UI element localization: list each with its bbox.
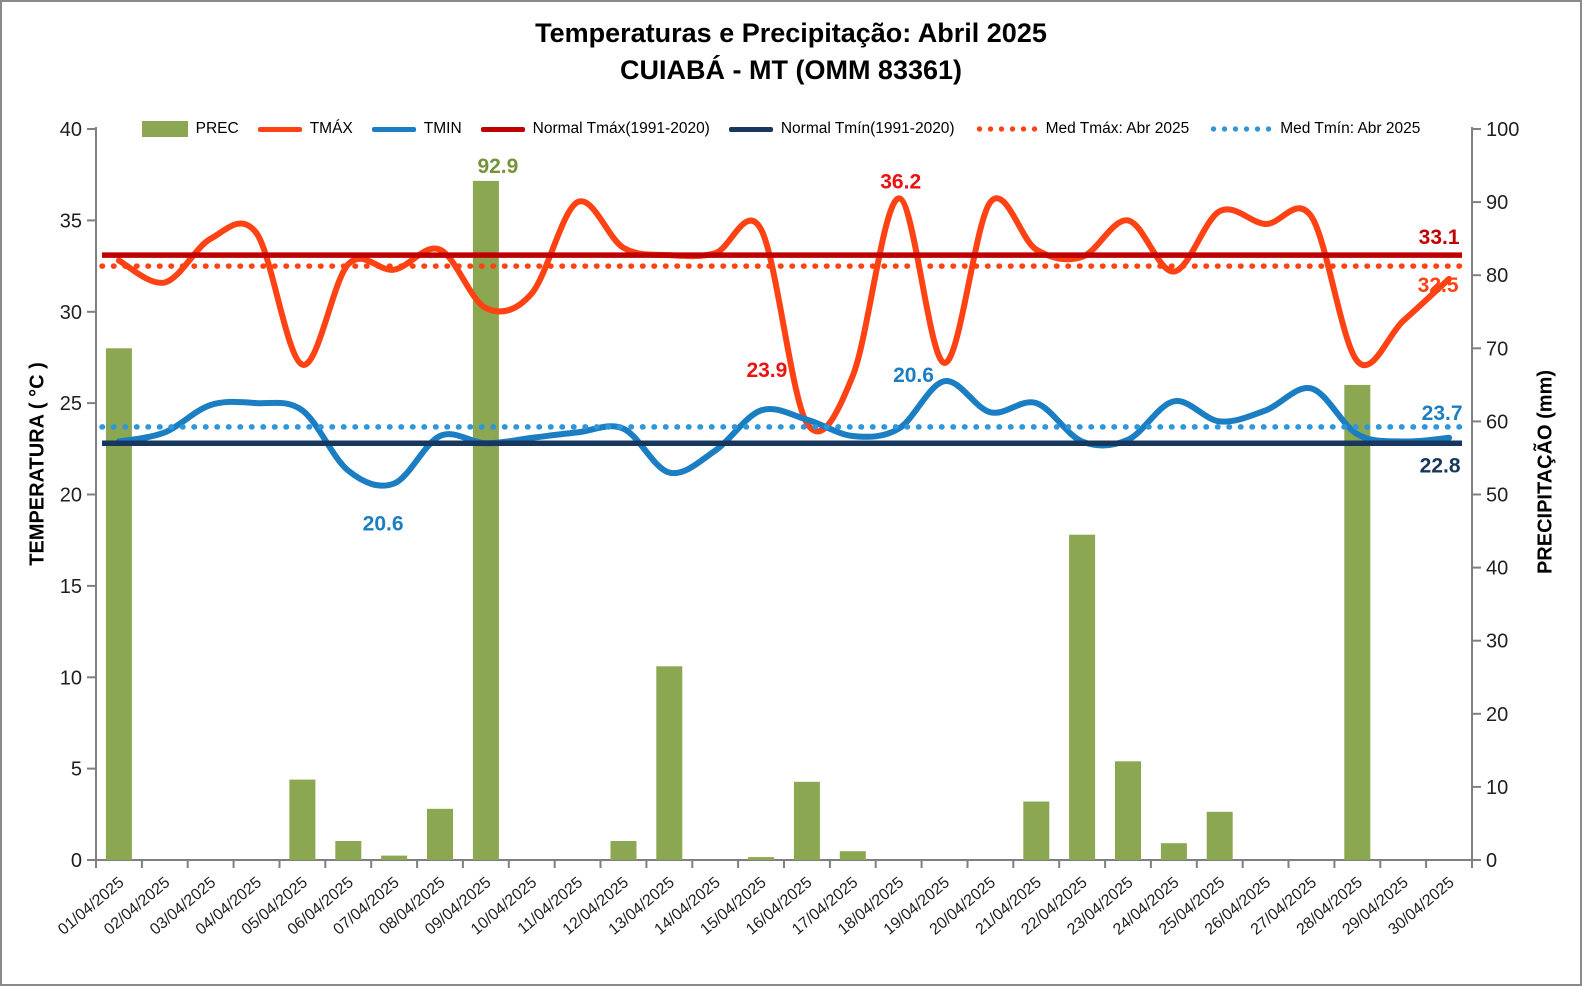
annotation-20.6: 20.6 bbox=[893, 364, 934, 387]
right-axis-tick-label: 10 bbox=[1486, 777, 1508, 799]
legend: PREC TMÁX TMIN Normal Tmáx(1991-2020) No… bbox=[97, 113, 1465, 145]
prec-bar bbox=[381, 855, 408, 860]
right-axis-tick-label: 20 bbox=[1486, 704, 1508, 726]
right-axis-tick-label: 90 bbox=[1486, 192, 1508, 214]
prec-bar bbox=[1023, 801, 1050, 860]
left-axis-tick-label: 40 bbox=[60, 119, 82, 141]
legend-item-tmax: TMÁX bbox=[257, 120, 353, 138]
legend-item-normal-tmax: Normal Tmáx(1991-2020) bbox=[480, 120, 710, 138]
right-axis-tick-label: 80 bbox=[1486, 265, 1508, 287]
annotation-92.9: 92.9 bbox=[477, 155, 518, 178]
left-axis-tick-label: 0 bbox=[71, 850, 82, 872]
tmin-swatch bbox=[371, 126, 416, 132]
right-axis-tick-label: 40 bbox=[1486, 558, 1508, 580]
prec-bar bbox=[610, 841, 637, 860]
legend-label-med-tmax: Med Tmáx: Abr 2025 bbox=[1045, 120, 1190, 137]
prec-bar bbox=[793, 781, 820, 860]
prec-bar bbox=[427, 808, 453, 860]
left-axis-tick-label: 15 bbox=[60, 576, 82, 598]
left-axis-tick-label: 35 bbox=[60, 210, 82, 232]
left-axis-tick-label: 5 bbox=[71, 759, 82, 781]
chart-title-line1: Temperaturas e Precipitação: Abril 2025 bbox=[535, 18, 1047, 48]
legend-label-tmin: TMIN bbox=[423, 120, 462, 137]
legend-item-med-tmin: Med Tmín: Abr 2025 bbox=[1208, 120, 1420, 138]
prec-bar bbox=[839, 851, 866, 860]
legend-item-prec: PREC bbox=[141, 120, 239, 138]
right-axis-tick-label: 0 bbox=[1486, 850, 1497, 872]
prec-bar bbox=[472, 180, 499, 860]
legend-label-tmax: TMÁX bbox=[309, 120, 353, 137]
annotation-23.7: 23.7 bbox=[1422, 402, 1463, 425]
legend-item-normal-tmin: Normal Tmín(1991-2020) bbox=[728, 120, 955, 138]
left-axis-tick-label: 10 bbox=[60, 667, 82, 689]
prec-bar bbox=[1115, 761, 1141, 860]
legend-item-med-tmax: Med Tmáx: Abr 2025 bbox=[973, 120, 1190, 138]
med-tmax-swatch bbox=[973, 126, 1038, 132]
left-axis-tick-label: 20 bbox=[60, 485, 82, 507]
med-tmin-swatch bbox=[1208, 126, 1273, 132]
normal-tmin-swatch bbox=[728, 126, 773, 132]
tmax-swatch bbox=[257, 126, 302, 132]
prec-bar bbox=[1069, 534, 1096, 860]
prec-bar bbox=[289, 779, 316, 860]
left-axis-tick-label: 30 bbox=[60, 302, 82, 324]
right-axis-tick-label: 70 bbox=[1486, 338, 1508, 360]
annotation-20.6: 20.6 bbox=[363, 513, 404, 536]
legend-item-tmin: TMIN bbox=[371, 120, 462, 138]
prec-bar bbox=[1160, 843, 1187, 860]
normal-tmax-swatch bbox=[480, 126, 525, 132]
prec-bar bbox=[335, 841, 362, 860]
legend-label-normal-tmin: Normal Tmín(1991-2020) bbox=[780, 120, 955, 137]
right-axis-tick-label: 60 bbox=[1486, 411, 1508, 433]
prec-bar bbox=[105, 348, 132, 860]
annotation-22.8: 22.8 bbox=[1420, 454, 1461, 477]
prec-swatch bbox=[141, 121, 188, 137]
left-axis-tick-label: 25 bbox=[60, 393, 82, 415]
chart-title-line2: CUIABÁ - MT (OMM 83361) bbox=[619, 55, 963, 85]
annotation-32.5: 32.5 bbox=[1418, 274, 1459, 297]
tmin-line bbox=[115, 378, 1453, 489]
prec-bar bbox=[748, 857, 775, 860]
annotation-33.1: 33.1 bbox=[1419, 226, 1460, 249]
annotation-36.2: 36.2 bbox=[880, 170, 921, 193]
right-axis-tick-label: 30 bbox=[1486, 631, 1508, 653]
legend-label-med-tmin: Med Tmín: Abr 2025 bbox=[1280, 120, 1421, 137]
legend-label-normal-tmax: Normal Tmáx(1991-2020) bbox=[532, 120, 710, 137]
right-axis-tick-label: 50 bbox=[1486, 485, 1508, 507]
prec-bar bbox=[656, 666, 683, 860]
chart-title: Temperaturas e Precipitação: Abril 2025 … bbox=[2, 15, 1580, 89]
legend-label-prec: PREC bbox=[195, 120, 239, 137]
annotation-23.9: 23.9 bbox=[746, 359, 787, 382]
prec-bar bbox=[1206, 811, 1233, 860]
tmax-line bbox=[115, 195, 1453, 435]
right-axis-tick-label: 100 bbox=[1486, 119, 1519, 141]
prec-bar bbox=[1344, 384, 1371, 861]
